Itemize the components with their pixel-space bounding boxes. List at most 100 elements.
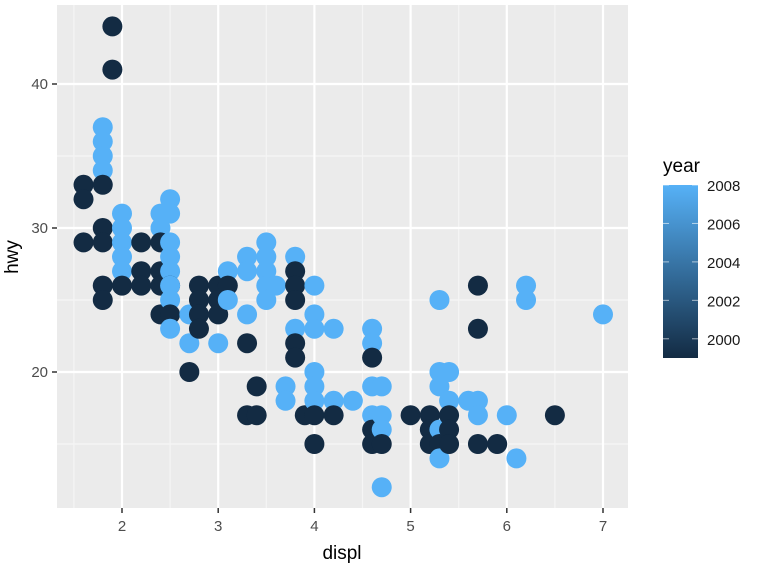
data-point — [73, 232, 94, 253]
data-point — [304, 376, 325, 397]
data-point — [160, 304, 181, 325]
data-point — [160, 232, 181, 253]
data-point — [102, 59, 123, 80]
data-point — [496, 405, 517, 426]
data-point — [285, 347, 306, 368]
data-point — [208, 304, 229, 325]
data-point — [439, 434, 460, 454]
data-point — [371, 434, 392, 454]
data-point — [112, 232, 132, 253]
data-point — [371, 477, 392, 498]
x-tick-label: 2 — [118, 518, 126, 535]
data-point — [92, 275, 113, 296]
y-axis: 20 30 40 — [31, 76, 57, 381]
legend-label: 2008 — [707, 178, 740, 195]
data-point — [92, 117, 113, 138]
data-point — [371, 376, 392, 397]
data-point — [160, 203, 181, 224]
data-point — [429, 290, 450, 310]
data-point — [131, 261, 152, 282]
data-point — [188, 304, 209, 325]
data-point — [160, 275, 181, 296]
data-point — [304, 304, 325, 325]
legend-label: 2000 — [707, 332, 740, 349]
data-point — [467, 390, 488, 411]
data-point — [188, 275, 209, 296]
data-point — [92, 232, 113, 253]
legend-label: 2002 — [707, 293, 740, 310]
data-point — [217, 275, 238, 296]
data-point — [285, 333, 306, 354]
data-point — [217, 290, 238, 310]
data-point — [285, 275, 306, 296]
data-point — [285, 290, 306, 310]
data-point — [419, 405, 440, 426]
x-tick-label: 7 — [599, 518, 607, 535]
data-point — [112, 218, 132, 238]
data-point — [256, 232, 277, 253]
data-point — [371, 405, 392, 426]
data-point — [160, 246, 181, 267]
legend: year 2000 2002 2004 2006 2008 — [663, 156, 740, 358]
y-tick-label: 20 — [31, 364, 48, 381]
data-point — [371, 419, 392, 440]
data-point — [237, 333, 258, 354]
plot-panel — [57, 5, 628, 508]
data-point — [237, 246, 258, 267]
data-point — [362, 347, 383, 368]
data-point — [256, 261, 277, 282]
data-point — [467, 434, 488, 454]
data-point — [265, 275, 286, 296]
data-point — [150, 218, 171, 238]
data-point — [246, 376, 267, 397]
data-point — [179, 333, 200, 354]
data-point — [304, 275, 325, 296]
legend-label: 2006 — [707, 216, 740, 233]
data-point — [275, 390, 296, 411]
data-point — [275, 376, 296, 397]
data-point — [467, 318, 488, 339]
data-point — [439, 390, 460, 411]
data-point — [342, 390, 363, 411]
data-point — [362, 333, 383, 354]
data-point — [439, 362, 460, 382]
minor-gridlines — [57, 5, 628, 508]
data-point — [256, 290, 277, 310]
data-point — [179, 362, 200, 382]
data-point — [160, 290, 181, 310]
data-point — [217, 261, 238, 282]
data-point — [516, 275, 537, 296]
data-point — [73, 174, 94, 195]
data-point — [323, 405, 344, 426]
data-point — [112, 275, 132, 296]
x-axis-title: displ — [322, 543, 361, 564]
data-point — [429, 448, 450, 469]
x-tick-label: 4 — [310, 518, 318, 535]
data-point — [593, 304, 613, 325]
y-axis-title: hwy — [2, 240, 23, 274]
data-point — [131, 275, 152, 296]
data-point — [160, 189, 181, 210]
data-point — [516, 290, 537, 310]
legend-label: 2004 — [707, 255, 740, 272]
data-point — [285, 246, 306, 267]
data-point — [188, 318, 209, 339]
data-point — [285, 261, 306, 282]
data-point — [188, 290, 209, 310]
data-point — [102, 16, 123, 37]
data-point — [256, 246, 277, 267]
x-tick-label: 5 — [406, 518, 414, 535]
data-point — [544, 405, 565, 426]
data-point — [323, 390, 344, 411]
data-point — [112, 246, 132, 267]
data-point — [92, 131, 113, 152]
data-point — [285, 318, 306, 339]
legend-title: year — [663, 156, 701, 177]
data-point — [439, 405, 460, 426]
legend-ticks: 2000 2002 2004 2006 2008 — [663, 178, 740, 349]
data-point — [304, 434, 325, 454]
data-point — [112, 261, 132, 282]
x-axis: 2 3 4 5 6 7 — [118, 508, 607, 535]
data-point — [506, 448, 527, 469]
data-point — [131, 232, 152, 253]
